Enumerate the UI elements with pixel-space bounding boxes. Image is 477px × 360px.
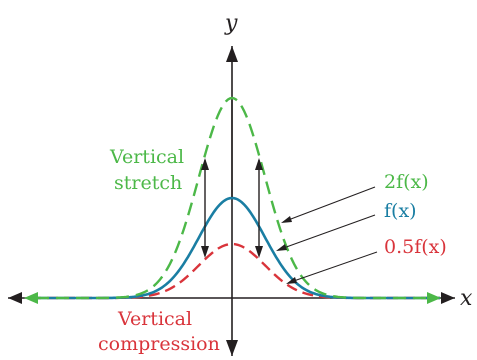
stretch-right-arrowhead <box>427 292 441 304</box>
leader-two-f <box>282 186 376 223</box>
arrow-up-icon <box>226 46 238 62</box>
label-two-f: 2f(x) <box>384 171 429 193</box>
label-half-f: 0.5f(x) <box>384 236 447 258</box>
leader-lines <box>276 186 378 284</box>
x-axis-label: x <box>460 286 473 311</box>
stretch-left-arrowhead <box>24 292 38 304</box>
stretch-arrows <box>201 100 263 258</box>
stretch-label-line1: Vertical <box>109 146 184 168</box>
arrow-left-icon <box>8 292 22 304</box>
leader-half-f <box>287 251 378 284</box>
stretch-label-line2: stretch <box>114 172 182 194</box>
y-axis-label: y <box>224 11 238 36</box>
compression-label-line2: compression <box>98 333 220 355</box>
curve-half-f <box>30 242 440 300</box>
leader-f <box>277 214 376 251</box>
curve-f <box>30 196 440 300</box>
curve-two-f <box>36 96 428 300</box>
label-f: f(x) <box>384 200 417 222</box>
compression-label-line1: Vertical <box>117 308 192 330</box>
arrow-down-icon <box>226 340 238 356</box>
arrow-right-icon <box>441 292 455 304</box>
